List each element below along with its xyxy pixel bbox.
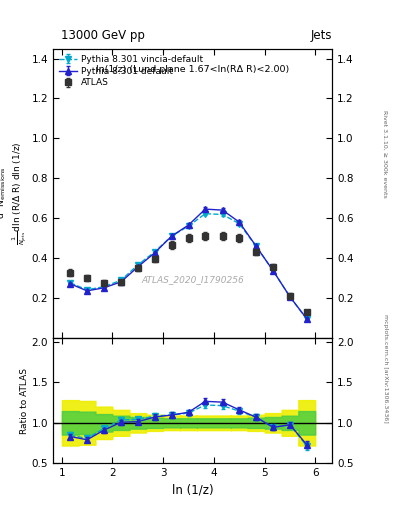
Y-axis label: d$^2$ N$_\mathrm{emissions}$
$\frac{1}{N_\mathrm{jets}}$dln (R/$\Delta$ R) dln (: d$^2$ N$_\mathrm{emissions}$ $\frac{1}{N… bbox=[0, 141, 29, 245]
Text: Rivet 3.1.10, ≥ 300k events: Rivet 3.1.10, ≥ 300k events bbox=[383, 110, 387, 198]
Text: mcplots.cern.ch [arXiv:1306.3436]: mcplots.cern.ch [arXiv:1306.3436] bbox=[383, 314, 387, 423]
Text: Jets: Jets bbox=[310, 29, 332, 42]
Y-axis label: Ratio to ATLAS: Ratio to ATLAS bbox=[20, 368, 29, 434]
Legend: Pythia 8.301 vincia-default, Pythia 8.301 default, ATLAS: Pythia 8.301 vincia-default, Pythia 8.30… bbox=[57, 53, 205, 89]
Text: ln(1/z) (Lund plane 1.67<ln(RΔ R)<2.00): ln(1/z) (Lund plane 1.67<ln(RΔ R)<2.00) bbox=[96, 65, 289, 74]
X-axis label: ln (1/z): ln (1/z) bbox=[172, 484, 213, 497]
Text: ATLAS_2020_I1790256: ATLAS_2020_I1790256 bbox=[141, 275, 244, 284]
Text: 13000 GeV pp: 13000 GeV pp bbox=[61, 29, 145, 42]
